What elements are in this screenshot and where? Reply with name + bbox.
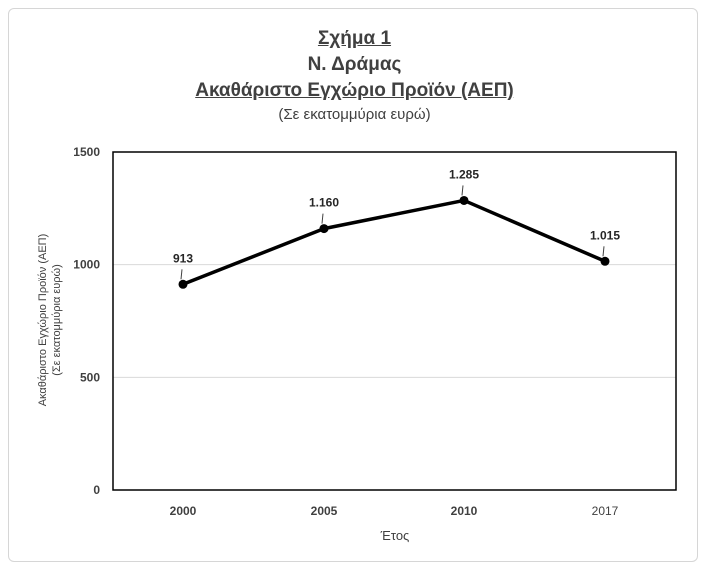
data-labels: 913 1.160 1.285 1.015 xyxy=(173,167,620,280)
data-point xyxy=(600,256,610,266)
data-label: 1.160 xyxy=(309,196,339,210)
chart-subtitle: (Σε εκατομμύρια ευρώ) xyxy=(278,106,431,123)
y-axis-title-line-1: Ακαθάριστο Εγχώριο Προϊόν (ΑΕΠ) xyxy=(37,234,49,407)
data-label-leader xyxy=(321,213,324,224)
x-tick-label: 2005 xyxy=(311,504,338,518)
data-label: 1.285 xyxy=(449,167,479,181)
axes xyxy=(112,151,677,491)
chart-title-line-2: Ν. Δράμας xyxy=(307,54,402,75)
data-label-leader xyxy=(461,185,464,196)
data-label-leader xyxy=(602,246,605,257)
y-tick-label: 0 xyxy=(93,483,100,497)
grid-lines xyxy=(113,264,676,378)
data-label: 1.015 xyxy=(590,228,620,242)
series-line xyxy=(178,195,610,289)
chart-title-block: Σχήμα 1 Ν. Δράμας Ακαθάριστο Εγχώριο Προ… xyxy=(0,26,709,126)
x-tick-label: 2010 xyxy=(451,504,478,518)
x-tick-label: 2000 xyxy=(170,504,197,518)
y-axis-title-line-2: (Σε εκατομμύρια ευρώ) xyxy=(51,264,63,376)
data-point xyxy=(459,195,469,205)
data-point xyxy=(178,279,188,289)
y-tick-labels: 0 500 1000 1500 xyxy=(73,145,100,497)
x-axis-title: Έτος xyxy=(380,528,410,543)
data-label-leader xyxy=(180,269,183,280)
chart-title-line-3: Ακαθάριστο Εγχώριο Προϊόν (ΑΕΠ) xyxy=(195,80,514,101)
data-point xyxy=(319,224,329,234)
chart-frame xyxy=(8,8,698,562)
y-tick-label: 1500 xyxy=(73,145,100,159)
chart-title-line-1: Σχήμα 1 xyxy=(317,28,392,49)
y-tick-label: 1000 xyxy=(73,258,100,272)
data-label: 913 xyxy=(173,251,193,265)
plot-area-border xyxy=(112,151,677,491)
x-tick-label: 2017 xyxy=(592,504,619,518)
x-tick-labels: 2000 2005 2010 2017 xyxy=(170,504,619,518)
y-tick-label: 500 xyxy=(80,370,100,384)
series-polyline xyxy=(182,198,606,286)
